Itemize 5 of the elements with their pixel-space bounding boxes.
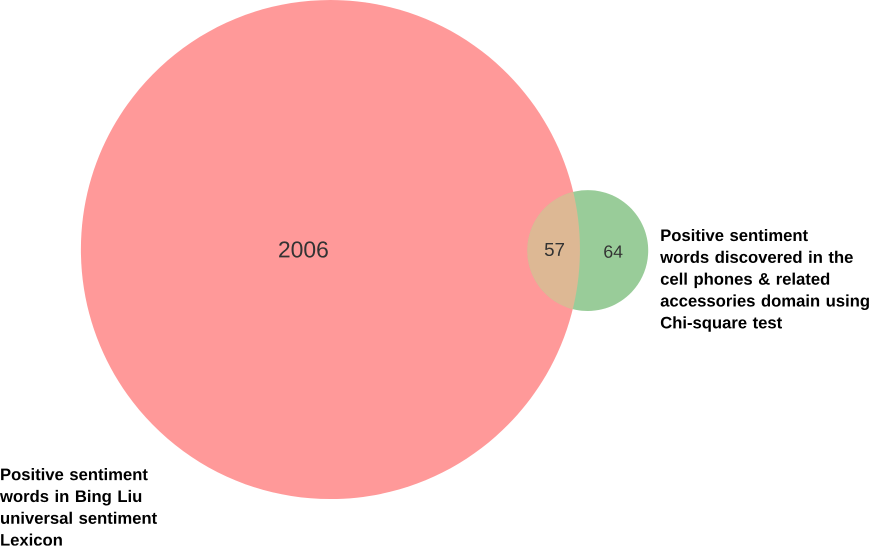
data-label: 64 xyxy=(604,245,622,258)
category-label: Positive sentiment words discovered in the cell phones & related accessories domain using Chi-square test xyxy=(660,229,869,332)
category-label: Positive sentiment words in Bing Liu universal sentiment Lexicon xyxy=(0,468,157,546)
data-label: 2006 xyxy=(279,242,328,258)
data-label: 57 xyxy=(544,243,564,256)
